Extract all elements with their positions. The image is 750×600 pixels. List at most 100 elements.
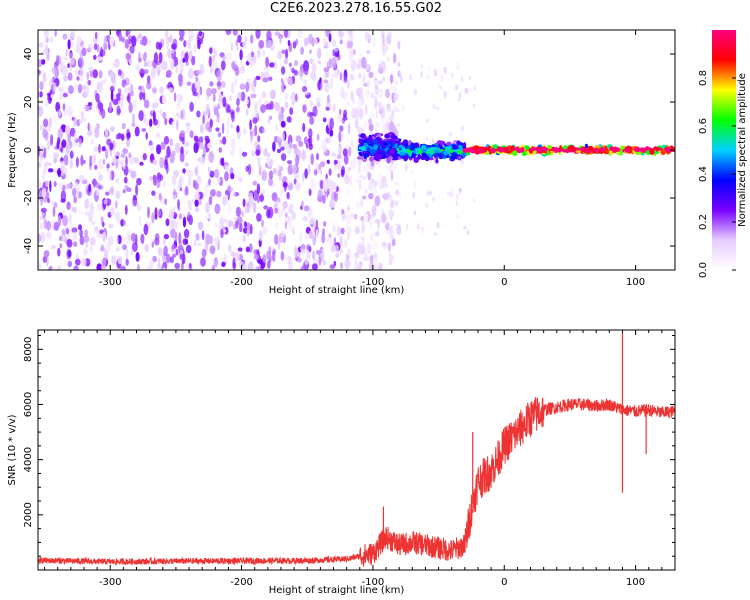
- noise-blob: [261, 91, 267, 99]
- noise-blob: [339, 125, 344, 132]
- noise-blob: [115, 134, 120, 140]
- noise-blob: [394, 163, 398, 169]
- noise-blob: [227, 190, 230, 201]
- noise-blob: [87, 43, 94, 53]
- noise-blob: [198, 136, 204, 143]
- noise-blob: [108, 223, 114, 229]
- noise-blob: [297, 252, 303, 258]
- noise-blob: [254, 107, 259, 119]
- noise-blob: [280, 185, 284, 198]
- noise-blob: [125, 155, 128, 167]
- noise-blob: [338, 130, 342, 143]
- noise-blob: [61, 139, 67, 149]
- noise-blob: [294, 93, 298, 102]
- noise-blob: [472, 198, 476, 203]
- noise-blob: [235, 44, 240, 52]
- signal-blob: [518, 148, 524, 153]
- noise-blob: [98, 70, 103, 79]
- noise-blob: [78, 137, 82, 148]
- noise-blob: [159, 42, 163, 49]
- noise-blob: [374, 86, 380, 96]
- noise-blob: [368, 123, 374, 132]
- noise-blob: [96, 263, 102, 270]
- noise-blob: [389, 113, 393, 123]
- noise-blob: [76, 36, 83, 45]
- signal-blob: [451, 152, 458, 157]
- noise-blob: [138, 85, 143, 91]
- noise-blob: [224, 218, 228, 223]
- noise-blob: [277, 239, 281, 250]
- noise-blob: [81, 47, 87, 57]
- noise-blob: [69, 150, 74, 159]
- noise-blob: [302, 104, 307, 113]
- noise-blob: [339, 249, 343, 254]
- noise-blob: [332, 103, 336, 113]
- noise-blob: [110, 85, 115, 93]
- noise-blob: [280, 120, 286, 128]
- noise-blob: [222, 136, 227, 145]
- noise-blob: [368, 192, 374, 200]
- noise-blob: [313, 169, 318, 176]
- noise-blob: [425, 203, 429, 208]
- noise-blob: [80, 154, 84, 167]
- x-tick-label: -200: [230, 577, 253, 588]
- signal-blob: [547, 145, 552, 150]
- noise-blob: [138, 57, 142, 63]
- signal-blob: [443, 150, 449, 156]
- signal-blob: [493, 144, 498, 150]
- noise-blob: [293, 246, 299, 258]
- signal-blob: [510, 145, 515, 152]
- noise-blob: [464, 87, 468, 94]
- signal-blob: [372, 139, 378, 144]
- noise-blob: [426, 118, 429, 123]
- noise-blob: [249, 119, 252, 131]
- noise-blob: [208, 151, 215, 163]
- noise-blob: [157, 257, 161, 269]
- noise-blob: [220, 81, 226, 88]
- noise-blob: [47, 197, 50, 204]
- noise-blob: [187, 177, 192, 187]
- noise-blob: [57, 265, 62, 270]
- noise-blob: [216, 81, 222, 87]
- noise-blob: [432, 196, 436, 201]
- noise-blob: [406, 223, 408, 230]
- noise-blob: [206, 87, 212, 97]
- noise-blob: [261, 219, 264, 228]
- noise-blob: [159, 156, 165, 169]
- noise-blob: [339, 35, 343, 44]
- noise-blob: [220, 60, 226, 71]
- noise-blob: [38, 105, 44, 117]
- colorbar-tick-label: 0.2: [698, 214, 709, 230]
- noise-blob: [221, 55, 227, 61]
- noise-blob: [242, 198, 246, 208]
- noise-blob: [334, 159, 338, 165]
- noise-blob: [247, 163, 252, 176]
- noise-blob: [213, 168, 220, 179]
- noise-blob: [180, 109, 184, 120]
- noise-blob: [164, 118, 168, 126]
- noise-blob: [352, 96, 356, 105]
- noise-blob: [117, 256, 123, 265]
- signal-blob: [402, 141, 406, 147]
- noise-blob: [226, 124, 230, 136]
- noise-blob: [169, 138, 174, 147]
- noise-blob: [244, 35, 248, 43]
- noise-blob: [52, 76, 56, 84]
- noise-blob: [105, 191, 110, 196]
- noise-blob: [114, 247, 121, 252]
- noise-blob: [318, 163, 322, 171]
- noise-blob: [349, 175, 353, 187]
- noise-blob: [170, 228, 177, 239]
- noise-blob: [128, 168, 133, 174]
- noise-blob: [353, 49, 356, 55]
- noise-blob: [429, 190, 432, 196]
- noise-blob: [57, 214, 62, 227]
- noise-blob: [109, 35, 115, 47]
- noise-blob: [266, 30, 272, 40]
- noise-blob: [216, 70, 222, 82]
- noise-blob: [320, 161, 326, 168]
- y-tick-label: 6000: [23, 392, 34, 417]
- noise-blob: [171, 58, 175, 70]
- noise-blob: [169, 208, 175, 220]
- noise-blob: [327, 60, 331, 68]
